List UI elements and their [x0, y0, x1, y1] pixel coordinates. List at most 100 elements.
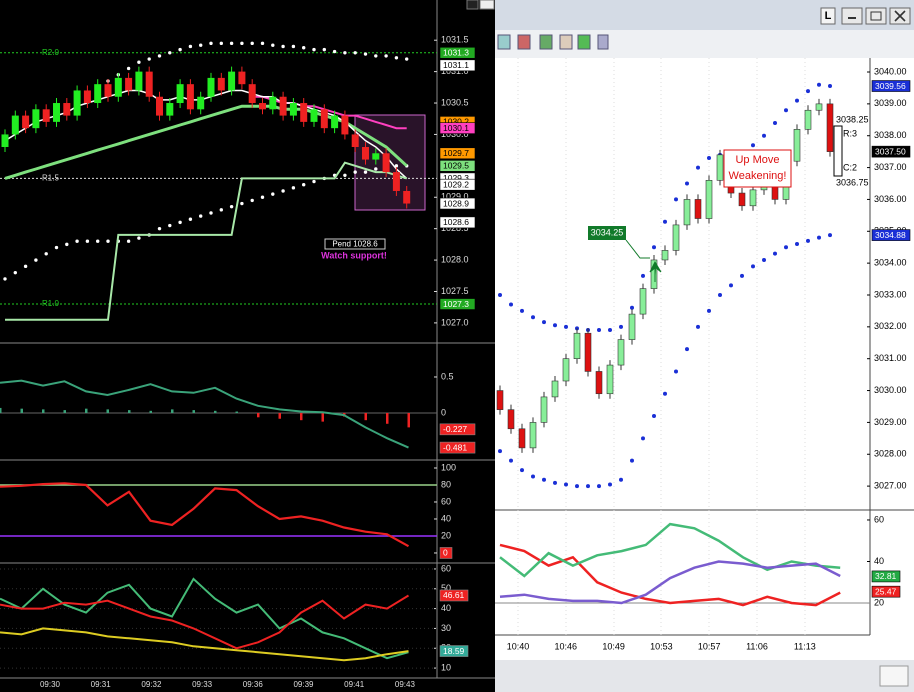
band-dot: [784, 108, 788, 113]
candle: [573, 332, 581, 359]
candle: [529, 422, 537, 449]
band-dot: [531, 315, 535, 320]
candle: [606, 364, 614, 395]
maximize-button[interactable]: [865, 7, 887, 25]
alert-label: Weakening!: [729, 170, 787, 182]
band-dot: [795, 98, 799, 103]
band-dot: [157, 54, 162, 58]
candle: [125, 77, 133, 91]
band-dot: [384, 54, 388, 58]
candle: [804, 109, 812, 130]
band-dot: [229, 41, 234, 46]
candle: [403, 190, 411, 204]
pending-box: [324, 238, 386, 250]
scrollbar-handle[interactable]: [879, 665, 909, 687]
pivot-label: R1.0: [42, 299, 59, 308]
candle: [639, 288, 647, 315]
y-tick-label: 1031.5: [441, 35, 469, 45]
candle: [279, 96, 287, 116]
band-dot: [575, 484, 579, 489]
histogram-bar: [235, 411, 238, 413]
band-dot: [817, 235, 821, 240]
alert-box: [723, 149, 792, 188]
price-tag-label: 1028.6: [443, 217, 469, 227]
band-dot: [291, 44, 296, 49]
panel-button[interactable]: [466, 0, 479, 10]
x-tick-label: 09:36: [243, 680, 264, 689]
band-dot: [291, 186, 296, 190]
indicator-line: [4, 89, 408, 179]
candle: [584, 332, 592, 372]
y-tick-label: 3032.00: [874, 321, 907, 331]
pending-label: Pend 1028.6: [332, 240, 378, 249]
x-tick-label: 10:57: [698, 641, 721, 651]
band-dot: [652, 414, 656, 419]
band-dot: [312, 179, 316, 184]
band-dot: [75, 239, 79, 243]
band-dot: [44, 252, 48, 256]
candle: [650, 259, 658, 289]
price-tag-label: 1029.3: [443, 173, 469, 183]
histogram-bar: [85, 408, 88, 413]
band-dot: [126, 66, 131, 71]
tool-icon[interactable]: [577, 34, 591, 50]
tool-icon[interactable]: [539, 34, 553, 50]
band-dot: [137, 60, 141, 64]
candle: [53, 103, 60, 122]
band-dot: [784, 245, 788, 250]
band-dot: [260, 41, 265, 46]
histogram-bar: [364, 412, 367, 421]
close-glyph: [894, 10, 906, 22]
band-dot: [54, 245, 59, 250]
band-dot: [740, 273, 744, 278]
indicator-line: [499, 560, 841, 605]
candle: [186, 84, 194, 110]
tool-icon[interactable]: [517, 34, 531, 50]
band-dot: [363, 170, 368, 174]
window-button[interactable]: [820, 7, 836, 25]
price-tag-label: 1030.2: [443, 117, 469, 127]
panel-dropdown[interactable]: [479, 0, 495, 10]
tool-icon[interactable]: [559, 34, 573, 50]
y-tick-label: 40: [874, 556, 884, 566]
y-tick-label: 3028.00: [874, 449, 907, 459]
candle: [217, 77, 225, 91]
histogram-bar: [407, 412, 410, 428]
band-dot: [773, 120, 777, 125]
band-dot: [553, 323, 557, 328]
histogram-bar: [278, 412, 281, 419]
band-dot: [168, 51, 172, 55]
band-dot: [209, 41, 213, 46]
price-tag: [439, 122, 476, 134]
tool-icon[interactable]: [497, 34, 511, 50]
candle: [104, 84, 112, 97]
candle: [300, 103, 308, 122]
price-tag: [439, 441, 476, 454]
price-tag-label: 3037.50: [875, 146, 906, 156]
candle: [156, 96, 163, 116]
candle: [238, 71, 246, 85]
band-dot: [302, 46, 306, 50]
x-tick-label: 09:43: [395, 680, 416, 689]
candle: [22, 115, 30, 129]
y-tick-label: 0.5: [441, 371, 454, 381]
histogram-bar: [300, 412, 303, 421]
y-tick-label: 100: [441, 462, 456, 472]
histogram-bar: [257, 412, 260, 418]
price-tag-label: 25.47: [875, 586, 897, 596]
price-tag-label: 1029.5: [443, 161, 469, 171]
candle: [826, 103, 834, 152]
entry-label: 3034.25: [591, 227, 624, 237]
price-tag-label: 18.59: [443, 646, 465, 656]
price-tag: [439, 160, 476, 172]
band-dot: [828, 84, 832, 89]
candle: [382, 153, 390, 173]
price-tag: [439, 147, 476, 160]
y-tick-label: 80: [441, 479, 451, 489]
tool-icon[interactable]: [597, 34, 609, 50]
band-dot: [663, 219, 667, 224]
band-dot: [498, 292, 502, 297]
price-tag: [871, 80, 911, 92]
histogram-bar: [321, 412, 324, 422]
minimize-button[interactable]: [841, 7, 863, 25]
